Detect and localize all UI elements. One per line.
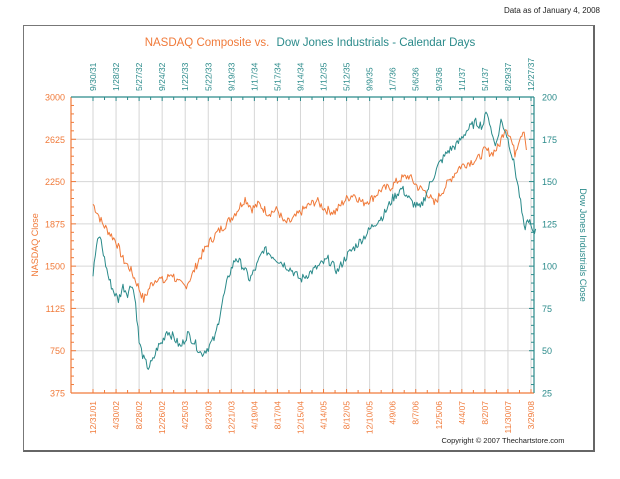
right-axis-title: Dow Jones Industrials Close [578, 188, 588, 302]
top-tick-label: 1/28/32 [111, 62, 121, 91]
top-tick-label: 9/30/31 [88, 62, 98, 91]
bottom-tick-label: 4/30/02 [111, 401, 121, 430]
left-tick-label: 375 [50, 389, 65, 399]
top-tick-label: 1/17/34 [249, 62, 259, 91]
grid [71, 97, 534, 393]
bottom-tick-label: 8/7/06 [411, 401, 421, 425]
left-tick-label: 2625 [45, 135, 65, 145]
bottom-tick-label: 4/14/05 [319, 401, 329, 430]
top-tick-label: 9/24/32 [157, 62, 167, 91]
copyright-text: Copyright © 2007 Thechartstore.com [442, 436, 565, 445]
bottom-tick-label: 4/25/03 [180, 401, 190, 430]
left-tick-label: 1875 [45, 219, 65, 229]
nasdaq-line [92, 129, 527, 303]
top-tick-label: 8/29/37 [503, 62, 513, 91]
top-tick-label: 5/6/36 [411, 67, 421, 91]
bottom-tick-label: 8/17/04 [272, 401, 282, 430]
bottom-tick-label: 12/10/05 [365, 401, 375, 434]
top-tick-label: 9/9/35 [365, 67, 375, 91]
bottom-tick-label: 4/9/06 [388, 401, 398, 425]
chart-title-dow: Dow Jones Industrials - Calendar Days [277, 37, 476, 49]
right-tick-label: 200 [542, 93, 557, 103]
right-tick-label: 25 [542, 389, 552, 399]
left-tick-label: 3000 [45, 93, 65, 103]
right-tick-label: 125 [542, 219, 557, 229]
top-tick-label: 1/1/37 [457, 67, 467, 91]
chart-frame [23, 25, 595, 452]
bottom-tick-label: 8/2/07 [480, 401, 490, 425]
right-tick-label: 75 [542, 304, 552, 314]
bottom-tick-label: 11/30/07 [503, 401, 513, 434]
right-tick-label: 100 [542, 262, 557, 272]
axes [70, 96, 535, 394]
top-tick-label: 12/27/37 [526, 58, 536, 91]
right-tick-label: 150 [542, 177, 557, 187]
bottom-tick-label: 8/23/03 [203, 401, 213, 430]
top-tick-label: 9/3/36 [434, 67, 444, 91]
top-tick-label: 5/1/37 [480, 67, 490, 91]
top-tick-label: 1/12/35 [319, 62, 329, 91]
left-tick-label: 750 [50, 346, 65, 356]
axis-labels: 3000 2625 2250 1875 1500 1125 750 375 200 175 150 1… [30, 58, 588, 434]
bottom-tick-label: 8/12/05 [342, 401, 352, 430]
bottom-tick-label: 8/28/02 [134, 401, 144, 430]
bottom-tick-label: 4/19/04 [249, 401, 259, 430]
top-tick-label: 1/22/33 [180, 62, 190, 91]
left-tick-label: 1500 [45, 262, 65, 272]
bottom-tick-label: 12/5/06 [434, 401, 444, 430]
top-tick-label: 9/14/34 [295, 62, 305, 91]
bottom-tick-label: 4/4/07 [457, 401, 467, 425]
bottom-tick-label: 3/29/08 [526, 401, 536, 430]
bottom-tick-label: 12/26/02 [157, 401, 167, 434]
chart-title-nasdaq: NASDAQ Composite vs. [145, 37, 270, 49]
top-tick-label: 1/7/36 [388, 67, 398, 91]
bottom-tick-label: 12/31/01 [88, 401, 98, 434]
top-tick-label: 5/12/35 [342, 62, 352, 91]
left-tick-label: 2250 [45, 177, 65, 187]
data-as-of-note: Data as of January 4, 2008 [503, 6, 600, 15]
dow-line [92, 111, 537, 370]
top-tick-label: 9/19/33 [226, 62, 236, 91]
top-tick-label: 5/22/33 [203, 62, 213, 91]
bottom-tick-label: 12/21/03 [226, 401, 236, 434]
left-axis-title: NASDAQ Close [30, 213, 40, 277]
right-tick-label: 175 [542, 135, 557, 145]
series-lines [92, 111, 537, 370]
right-tick-label: 50 [542, 346, 552, 356]
top-tick-label: 5/27/32 [134, 62, 144, 91]
bottom-tick-label: 12/15/04 [295, 401, 305, 434]
chart-title: NASDAQ Composite vs. Dow Jones Industria… [145, 37, 476, 49]
left-tick-label: 1125 [46, 304, 65, 314]
top-tick-label: 5/17/34 [272, 62, 282, 91]
